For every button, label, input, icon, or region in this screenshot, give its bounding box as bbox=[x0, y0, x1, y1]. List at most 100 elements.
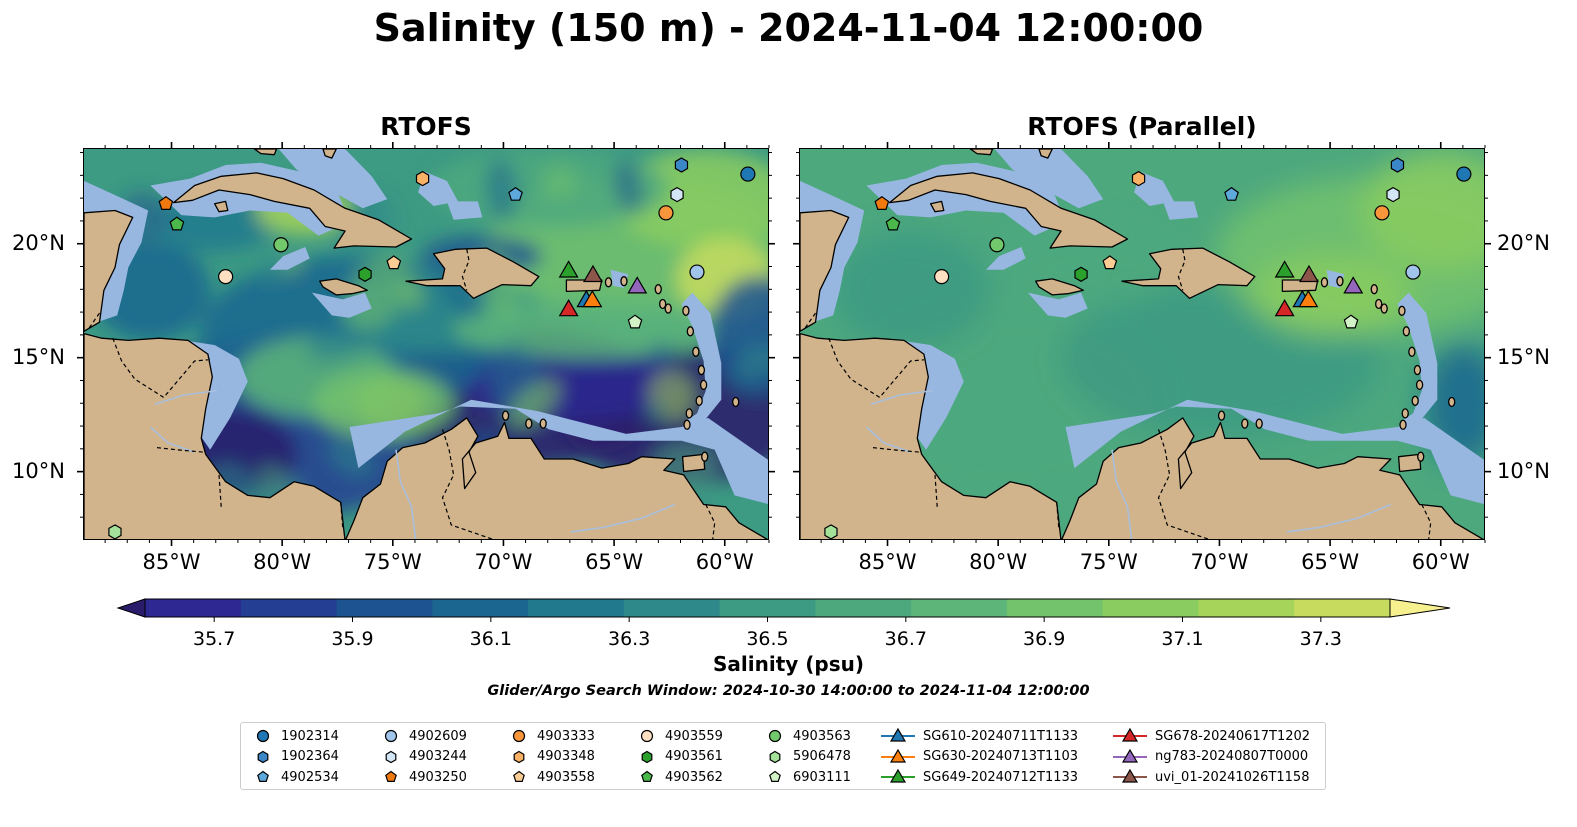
colorbar-tick-label: 36.1 bbox=[469, 628, 512, 650]
legend-label: 4902534 bbox=[281, 769, 339, 785]
colorbar-segment bbox=[240, 599, 338, 617]
country-borders bbox=[803, 249, 1432, 539]
argo-marker-4903559 bbox=[218, 269, 234, 285]
legend-item: 4902534 bbox=[253, 767, 339, 787]
legend-item: SG678-20240617T1202 bbox=[1113, 726, 1310, 746]
argo-marker-6903111 bbox=[1343, 314, 1359, 329]
x-tick-label: 70°W bbox=[474, 550, 533, 574]
legend-label: 4903333 bbox=[537, 728, 595, 744]
panel-title-rtofs-parallel: RTOFS (Parallel) bbox=[1027, 112, 1257, 141]
x-tick-label: 70°W bbox=[1190, 550, 1249, 574]
legend-marker-icon bbox=[513, 770, 525, 782]
argo-marker-4903561 bbox=[358, 266, 372, 282]
legend-marker-icon bbox=[641, 770, 653, 782]
glider-marker-SG630-20240713T1103 bbox=[582, 289, 603, 308]
legend-item: 4903559 bbox=[637, 726, 723, 746]
glider-marker-SG649-20240712T1133 bbox=[558, 260, 579, 278]
colorbar-tick-label: 36.9 bbox=[1023, 628, 1066, 650]
legend-item: uvi_01-20241026T1158 bbox=[1113, 767, 1309, 787]
legend-label: 4903348 bbox=[537, 749, 595, 764]
glider-marker-uvi_01-20241026T1158 bbox=[582, 264, 603, 283]
legend-item: 4902609 bbox=[381, 726, 467, 746]
legend-item: 4903562 bbox=[637, 767, 723, 787]
legend-label: 6903111 bbox=[793, 769, 851, 785]
legend-label: 1902314 bbox=[281, 728, 339, 744]
argo-marker-4903348 bbox=[1131, 170, 1146, 187]
x-tick-label: 60°W bbox=[1411, 550, 1470, 574]
legend-label: 4903558 bbox=[537, 769, 595, 785]
land-isla-juventud bbox=[213, 200, 229, 213]
legend-marker-icon bbox=[385, 750, 397, 763]
colorbar-segment bbox=[1006, 599, 1104, 617]
land-yucatan bbox=[800, 209, 850, 332]
map-canvas-rtofs bbox=[84, 149, 768, 539]
argo-marker-4903558 bbox=[386, 255, 402, 270]
argo-marker-5906478 bbox=[108, 524, 122, 539]
colorbar-segment bbox=[719, 599, 816, 617]
legend-marker-icon bbox=[640, 729, 654, 743]
map-panel-rtofs-parallel bbox=[799, 148, 1485, 540]
legend-item: 6903111 bbox=[765, 767, 851, 787]
argo-marker-4903562 bbox=[169, 216, 185, 231]
argo-marker-4902609 bbox=[1405, 264, 1421, 280]
land-masses bbox=[800, 149, 1484, 539]
colorbar-label: Salinity (psu) bbox=[712, 652, 864, 676]
legend-label: ng783-20240807T0000 bbox=[1155, 749, 1309, 764]
argo-marker-4903333 bbox=[1374, 205, 1390, 221]
x-tick-label: 75°W bbox=[1079, 550, 1138, 574]
land-isla-juventud bbox=[929, 200, 945, 213]
argo-marker-1902314 bbox=[1456, 166, 1472, 182]
land-trinidad bbox=[681, 453, 706, 473]
colorbar-segment bbox=[911, 599, 1008, 617]
argo-marker-4902534 bbox=[508, 186, 523, 201]
legend-label: SG630-20240713T1103 bbox=[923, 749, 1079, 764]
land-jamaica bbox=[319, 278, 368, 296]
argo-marker-4903250 bbox=[874, 195, 890, 211]
land-south-america bbox=[345, 417, 768, 539]
land-hispaniola bbox=[1121, 247, 1256, 299]
argo-marker-4903562 bbox=[885, 216, 901, 231]
argo-marker-4903244 bbox=[670, 186, 684, 203]
glider-markers bbox=[558, 260, 648, 317]
y-tick-label: 15°N bbox=[12, 344, 65, 369]
glider-marker-ng783-20240807T0000 bbox=[627, 276, 648, 294]
colorbar-extend-min bbox=[116, 598, 146, 618]
argo-marker-4903563 bbox=[273, 237, 289, 253]
legend-label: 1902364 bbox=[281, 749, 339, 764]
legend-item: 4903348 bbox=[509, 747, 595, 767]
land-jamaica bbox=[1035, 278, 1084, 296]
land-andros bbox=[1038, 149, 1053, 159]
x-tick-label: 60°W bbox=[695, 550, 754, 574]
land-hispaniola bbox=[405, 247, 540, 299]
legend-label: SG649-20240712T1133 bbox=[923, 769, 1079, 785]
legend-marker-icon bbox=[768, 729, 782, 743]
colorbar-segment bbox=[145, 599, 242, 617]
legend-item: SG610-20240711T1133 bbox=[881, 726, 1078, 746]
legend-label: 4903559 bbox=[665, 728, 723, 744]
legend-item: 4903333 bbox=[509, 726, 595, 746]
x-tick-label: 80°W bbox=[969, 550, 1028, 574]
land-florida bbox=[253, 149, 278, 156]
legend-item: 4903244 bbox=[381, 747, 467, 767]
legend-marker-icon bbox=[1113, 727, 1147, 742]
legend-marker-icon bbox=[769, 770, 781, 782]
legend-item: ng783-20240807T0000 bbox=[1113, 747, 1308, 767]
rivers bbox=[865, 389, 1392, 539]
colorbar bbox=[116, 598, 1451, 622]
legend-marker-icon bbox=[384, 729, 398, 743]
legend-label: uvi_01-20241026T1158 bbox=[1155, 769, 1310, 785]
legend-marker-icon bbox=[641, 750, 653, 763]
land-yucatan bbox=[84, 209, 134, 332]
rivers bbox=[149, 389, 676, 539]
argo-marker-6903111 bbox=[627, 314, 643, 329]
legend-marker-icon bbox=[769, 750, 781, 763]
glider-marker-SG649-20240712T1133 bbox=[1274, 260, 1295, 278]
y-tick-label: 20°N bbox=[12, 230, 65, 255]
colorbar-tick-label: 37.3 bbox=[1299, 628, 1342, 650]
legend-item: 1902364 bbox=[253, 747, 339, 767]
colorbar-tick-label: 37.1 bbox=[1161, 628, 1204, 650]
argo-marker-4902534 bbox=[1224, 186, 1239, 201]
colorbar-segment bbox=[432, 599, 529, 617]
land-florida bbox=[969, 149, 994, 156]
argo-float-markers bbox=[108, 157, 756, 539]
